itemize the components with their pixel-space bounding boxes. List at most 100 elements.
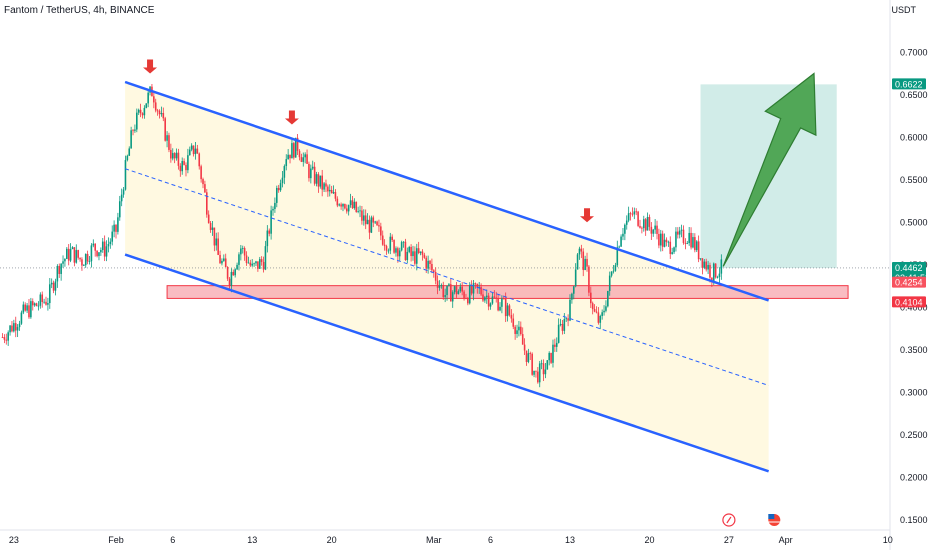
chart-title: Fantom / TetherUS, 4h, BINANCE [4,5,155,16]
candle-body [686,242,689,244]
candle-body [291,143,293,159]
candle-body [525,350,528,362]
candle-body [433,270,435,273]
candle-body [718,273,721,277]
candle-body [533,370,535,375]
candle-body [115,224,117,232]
candle-body [538,363,541,383]
candle-body [277,187,280,191]
candle-body [648,217,651,227]
candle-body [393,239,395,253]
candle-body [105,246,108,257]
candle-body [364,215,367,225]
candle-body [264,246,267,270]
candle-body [69,249,72,261]
candle-body [310,168,312,179]
candle-body [175,152,178,159]
candle-body [629,213,632,215]
candle-body [3,337,6,340]
candle-body [67,248,70,261]
candle-body [323,183,325,190]
candle-body [599,316,602,323]
candle-body [421,251,424,255]
candle-body [266,230,269,247]
candle-body [444,295,446,298]
candle-body [370,217,373,233]
candle-body [75,250,78,263]
candle-body [342,203,344,207]
candle-body [548,352,550,361]
candle-body [512,318,515,327]
candle-body [293,143,295,158]
candle-body [423,254,426,258]
candle-body [160,113,163,115]
candle-body [436,280,439,288]
candle-body [24,304,26,311]
support-zone [166,285,849,299]
candle-body [319,175,322,187]
candle-body [465,298,467,299]
candle-body [610,271,613,276]
candle-body [688,232,690,243]
candle-body [692,237,694,248]
candle-body [16,327,19,331]
candle-body [380,226,382,236]
candle-body [258,259,261,269]
candle-body [5,339,8,341]
candle-body [141,113,144,116]
candle-body [680,229,683,231]
candle-body [561,323,564,331]
candle-body [622,233,624,237]
candle-body [71,247,74,250]
candle-body [506,305,509,317]
candle-body [168,135,170,150]
price-marker-label: 0.4254 [895,278,923,288]
candle-body [552,344,554,363]
candle-body [478,286,480,288]
candle-body [705,261,707,270]
candle-body [132,130,134,132]
candle-body [646,217,649,231]
candle-body [7,332,9,341]
channel-lower-line [124,253,770,473]
candle-body [117,217,119,232]
candle-body [419,251,422,253]
resistance-arrow-icon [284,110,299,125]
y-tick-label: 0.2500 [900,430,928,440]
candle-body [153,96,155,103]
candle-body [35,303,38,307]
candle-body [173,153,176,159]
candle-body [429,260,431,265]
candle-body [563,319,566,331]
candle-body [493,296,496,298]
candle-body [92,243,95,246]
candle-body [425,257,428,269]
currency-label: USDT [891,5,917,15]
candle-body [527,353,530,362]
candle-body [603,310,605,313]
candle-body [171,153,174,159]
candle-body [47,303,49,305]
candle-body [472,283,475,294]
candle-body [328,189,331,192]
candle-body [495,297,498,299]
x-tick-label: Feb [108,535,124,545]
candle-body [501,298,503,307]
candle-body [332,192,335,194]
candle-body [468,285,471,304]
candle-body [637,211,639,226]
candle-body [521,334,524,345]
candle-body [402,241,405,243]
candle-body [404,241,407,261]
dividend-icon-stroke [726,516,732,524]
candle-body [359,210,361,212]
candle-body [531,353,533,375]
candle-body [308,163,310,179]
candle-body [190,145,193,150]
candle-body [62,261,64,264]
candle-body [300,157,303,162]
candle-body [156,110,159,112]
candle-body [83,265,85,266]
candle-body [31,301,34,306]
